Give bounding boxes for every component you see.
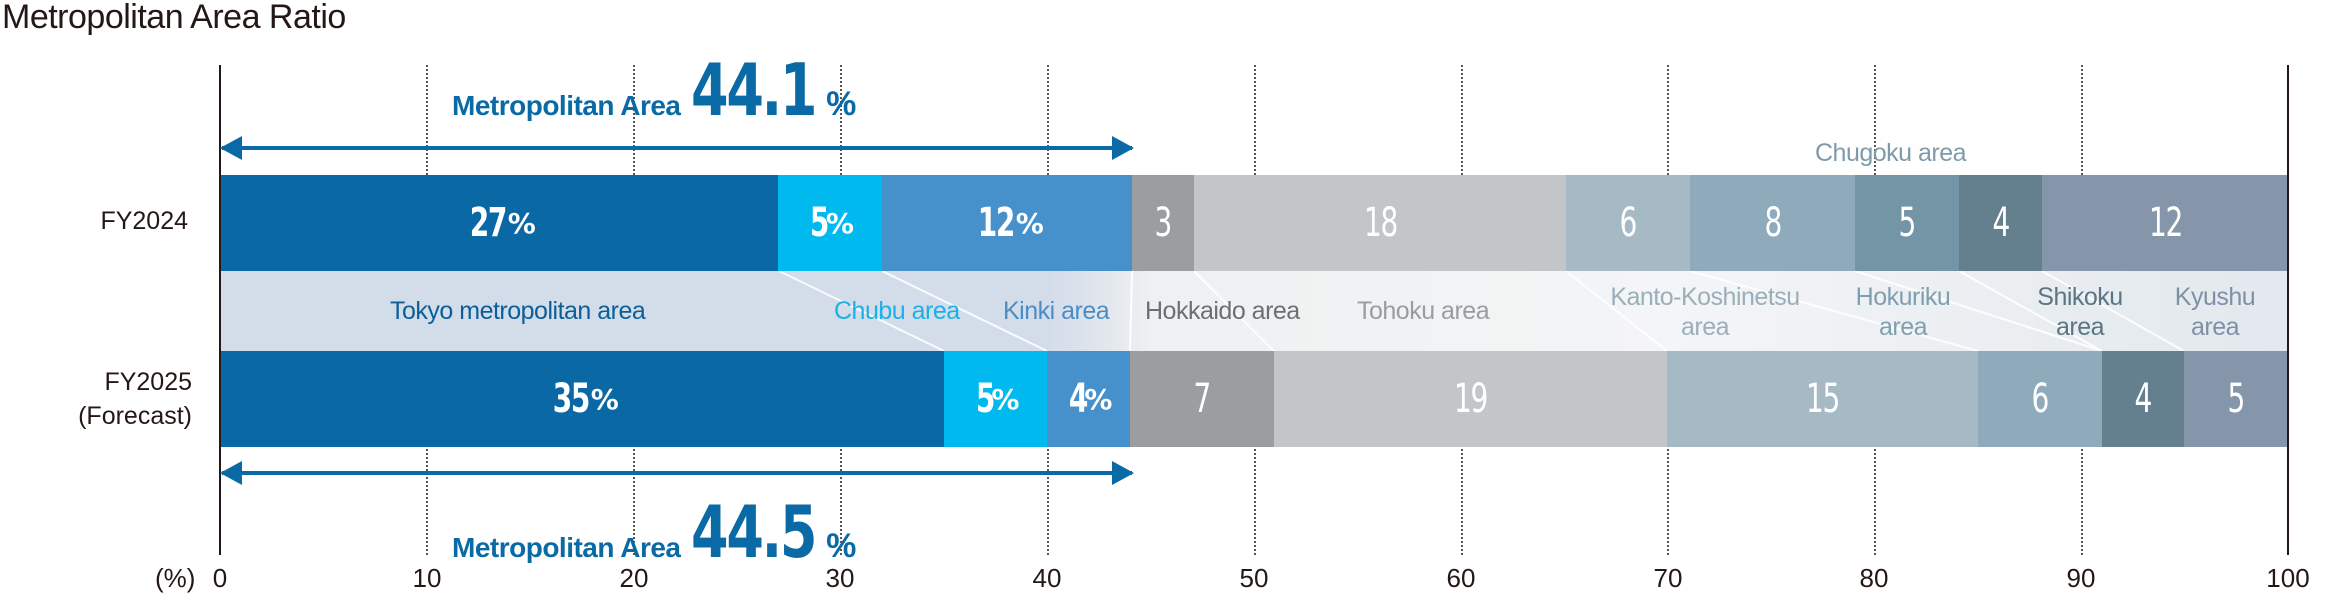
metro-range-arrow-bottom xyxy=(220,461,1134,485)
x-tick-70: 70 xyxy=(1653,563,1683,593)
segment-value: 5 xyxy=(809,200,829,246)
segment-value: 18 xyxy=(1363,200,1398,246)
segment-tohoku: 19 xyxy=(1274,351,1667,447)
segment-value: 15 xyxy=(1806,376,1840,422)
segment-tohoku: 18 xyxy=(1194,175,1566,271)
segment-value: 12 xyxy=(2148,200,2183,246)
segment-value: 27 xyxy=(469,200,508,246)
segment-value: 12 xyxy=(977,200,1016,246)
x-tick-30: 30 xyxy=(825,563,855,593)
right-axis-line xyxy=(2287,65,2289,555)
segment-value: 6 xyxy=(1619,200,1638,246)
category-label-line: (Forecast) xyxy=(78,402,192,430)
bar-fy2024: 27% 5% 12% 3 18 6 8 5 4 12 xyxy=(220,175,2288,271)
percent-sign: % xyxy=(1084,382,1113,416)
percent-sign: % xyxy=(826,85,857,123)
x-tick-20: 20 xyxy=(619,563,649,593)
segment-kanto-koshinetsu: 15 xyxy=(1667,351,1978,447)
x-tick-0: 0 xyxy=(212,563,228,593)
metro-label: Metropolitan Area xyxy=(452,532,681,563)
region-label-chugoku: Chugoku area xyxy=(1815,139,1967,167)
segment-value: 8 xyxy=(1764,200,1782,246)
region-label-line: area xyxy=(1878,313,1928,341)
region-label-line: Kanto-Koshinetsu xyxy=(1610,283,1800,311)
segment-value: 4 xyxy=(2134,376,2153,422)
segment-kinki: 12% xyxy=(882,175,1132,271)
segment-value: 4 xyxy=(1992,200,2010,246)
segment-hokkaido: 3 xyxy=(1132,175,1194,271)
x-tick-50: 50 xyxy=(1239,563,1269,593)
category-label-line: FY2025 xyxy=(104,368,192,396)
metro-value: 44.1 xyxy=(690,48,817,132)
region-label-line: Hokuriku xyxy=(1855,283,1951,311)
arrow-left-icon xyxy=(220,461,242,485)
segment-kanto-koshinetsu: 6 xyxy=(1566,175,1690,271)
segment-value: 7 xyxy=(1193,376,1212,422)
x-tick-40: 40 xyxy=(1032,563,1062,593)
region-label-hokkaido: Hokkaido area xyxy=(1145,297,1300,325)
segment-kyushu: 12 xyxy=(2042,175,2288,271)
region-label-kinki: Kinki area xyxy=(1003,297,1110,325)
metro-annotation-fy2025: Metropolitan Area 44.5 % xyxy=(452,490,856,574)
segment-tokyo: 35% xyxy=(220,351,944,447)
percent-sign: % xyxy=(590,382,619,416)
segment-kyushu: 5 xyxy=(2184,351,2288,447)
category-label-fy2024: FY2024 xyxy=(100,207,188,235)
segment-shikoku: 4 xyxy=(2102,351,2184,447)
segment-shikoku: 4 xyxy=(1959,175,2042,271)
x-tick-80: 80 xyxy=(1859,563,1889,593)
percent-sign: % xyxy=(991,382,1020,416)
region-label-kanto-koshinetsu: Kanto-Koshinetsu area xyxy=(1575,282,1835,342)
region-label-kyushu: Kyushu area xyxy=(2160,282,2270,342)
segment-chugoku: 6 xyxy=(1978,351,2102,447)
percent-sign: % xyxy=(1015,206,1044,240)
percent-sign: % xyxy=(826,527,857,565)
metro-label: Metropolitan Area xyxy=(452,90,681,121)
percent-sign: % xyxy=(825,206,854,240)
arrow-right-icon xyxy=(1112,136,1134,160)
category-label-fy2025: FY2025 (Forecast) xyxy=(20,365,192,433)
x-tick-60: 60 xyxy=(1446,563,1476,593)
metro-value: 44.5 xyxy=(690,490,817,574)
percent-sign: % xyxy=(507,206,536,240)
arrow-right-icon xyxy=(1112,461,1134,485)
segment-value: 5 xyxy=(1898,200,1917,246)
region-label-line: area xyxy=(2055,313,2105,341)
region-label-shikoku: Shikoku area xyxy=(2025,282,2135,342)
x-axis-unit-label: (%) xyxy=(155,563,196,593)
segment-chubu: 5% xyxy=(778,175,882,271)
x-tick-100: 100 xyxy=(2266,563,2310,593)
region-label-line: Kyushu xyxy=(2174,283,2256,311)
segment-chugoku: 8 xyxy=(1690,175,1855,271)
region-label-tokyo: Tokyo metropolitan area xyxy=(390,297,646,325)
y-axis-line xyxy=(219,65,221,555)
segment-value: 5 xyxy=(975,376,994,422)
region-label-line: Shikoku xyxy=(2037,283,2123,311)
metro-annotation-fy2024: Metropolitan Area 44.1 % xyxy=(452,48,856,132)
x-tick-90: 90 xyxy=(2066,563,2096,593)
segment-tokyo: 27% xyxy=(220,175,778,271)
segment-value: 3 xyxy=(1154,200,1173,246)
segment-hokuriku: 5 xyxy=(1855,175,1959,271)
segment-value: 5 xyxy=(2227,376,2246,422)
arrow-left-icon xyxy=(220,136,242,160)
region-label-line: area xyxy=(1680,313,1730,341)
x-tick-10: 10 xyxy=(412,563,442,593)
region-label-hokuriku: Hokuriku area xyxy=(1838,282,1968,342)
chart-title: Metropolitan Area Ratio xyxy=(2,0,346,36)
segment-value: 35 xyxy=(552,376,591,422)
region-label-line: area xyxy=(2190,313,2240,341)
segment-hokkaido: 7 xyxy=(1130,351,1274,447)
segment-value: 19 xyxy=(1454,376,1488,422)
region-label-tohoku: Tohoku area xyxy=(1357,297,1490,325)
segment-kinki: 4% xyxy=(1047,351,1130,447)
metro-range-arrow-top xyxy=(220,136,1134,160)
segment-value: 6 xyxy=(2031,376,2050,422)
segment-chubu: 5% xyxy=(944,351,1047,447)
segment-value: 4 xyxy=(1068,376,1087,422)
bar-fy2025: 35% 5% 4% 7 19 15 6 4 5 xyxy=(220,351,2288,447)
region-label-chubu: Chubu area xyxy=(834,297,960,325)
